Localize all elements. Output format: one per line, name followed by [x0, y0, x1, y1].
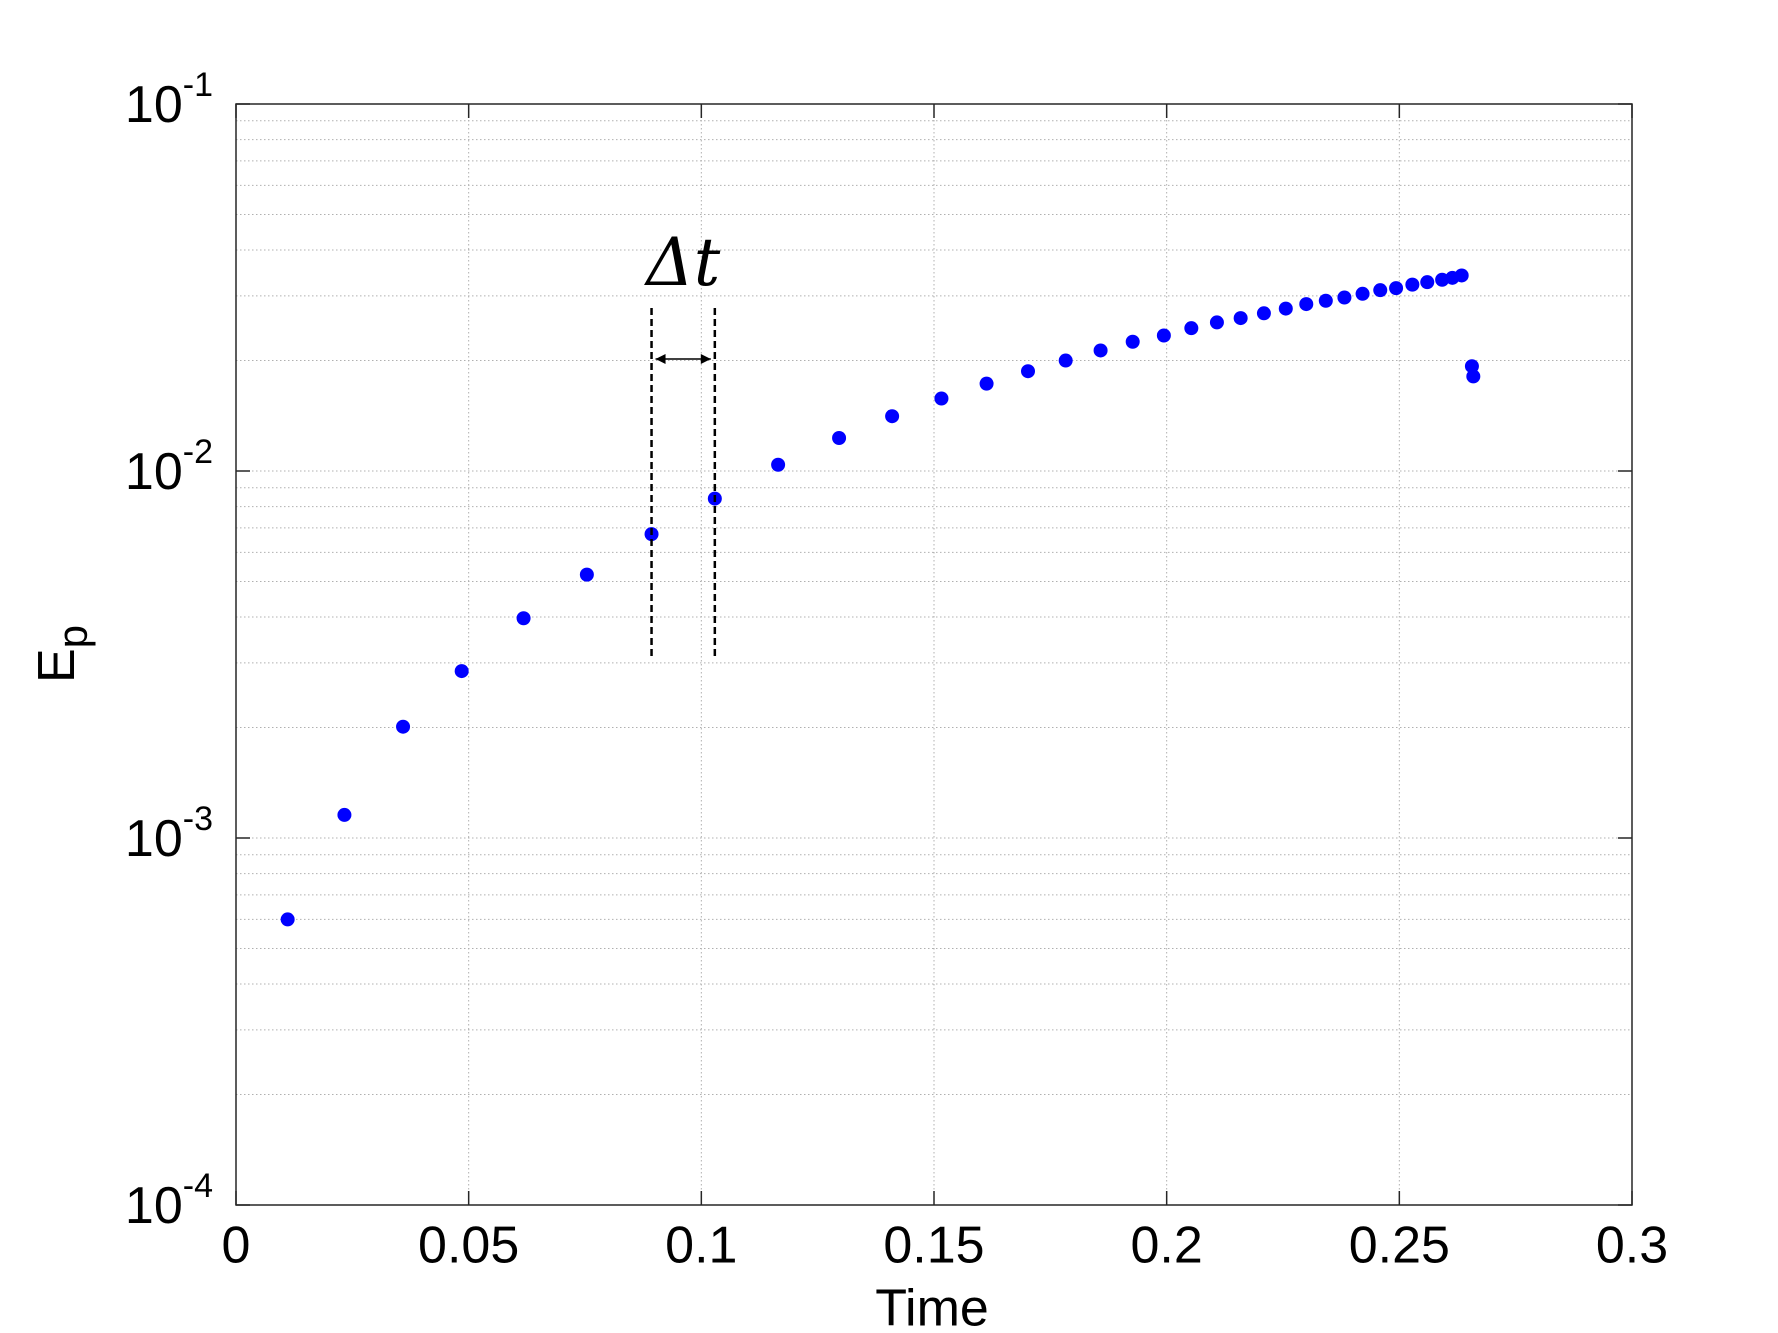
y-tick-base: 10: [125, 810, 183, 868]
point: [1299, 297, 1314, 312]
x-axis-label: Time: [875, 1280, 989, 1333]
point: [516, 611, 531, 626]
point: [1389, 281, 1404, 296]
x-tick-label: 0: [222, 1217, 251, 1275]
point: [1337, 290, 1352, 305]
y-tick-label: 10-2: [125, 433, 213, 501]
point: [1278, 301, 1293, 316]
point: [885, 409, 900, 424]
point: [396, 719, 411, 734]
point: [1093, 343, 1108, 358]
y-tick-exponent: -4: [183, 1167, 213, 1205]
x-tick-label: 0.15: [883, 1217, 984, 1275]
point: [1355, 286, 1370, 301]
x-tick-label: 0.1: [665, 1217, 737, 1275]
point: [280, 912, 295, 927]
y-tick-exponent: -3: [183, 800, 213, 838]
x-tick-label: 0.05: [418, 1217, 519, 1275]
y-tick-base: 10: [125, 1177, 183, 1235]
y-axis-label-subscript: p: [49, 625, 96, 648]
point: [1020, 364, 1035, 379]
y-tick-base: 10: [125, 76, 183, 134]
point: [771, 457, 786, 472]
point: [1464, 359, 1479, 374]
point: [979, 376, 994, 391]
y-tick-label: 10-3: [125, 800, 213, 868]
point: [1318, 293, 1333, 308]
point: [1233, 311, 1248, 326]
point: [832, 431, 847, 446]
point: [1454, 268, 1469, 283]
axes-box: [235, 103, 1633, 1206]
y-tick-label: 10-4: [125, 1167, 213, 1235]
y-tick-exponent: -2: [183, 433, 213, 471]
point: [1373, 283, 1388, 298]
point: [1125, 334, 1140, 349]
point: [1405, 277, 1420, 292]
point: [1058, 353, 1073, 368]
point: [1466, 369, 1481, 384]
point: [1209, 315, 1224, 330]
point: [1256, 306, 1271, 321]
point: [934, 391, 949, 406]
point: [337, 807, 352, 822]
point: [1184, 321, 1199, 336]
x-tick-label: 0.2: [1131, 1217, 1203, 1275]
x-tick-label: 0.3: [1596, 1217, 1668, 1275]
point: [579, 567, 594, 582]
point: [1420, 275, 1435, 290]
x-tick-label: 0.25: [1349, 1217, 1450, 1275]
point: [454, 664, 469, 679]
point: [1156, 328, 1171, 343]
y-axis-label-main: E: [28, 648, 86, 683]
y-tick-exponent: -1: [183, 66, 213, 104]
y-axis-label: Ep: [28, 625, 96, 683]
y-tick-base: 10: [125, 443, 183, 501]
annotation: Δt: [643, 224, 721, 301]
y-tick-label: 10-1: [125, 66, 213, 134]
